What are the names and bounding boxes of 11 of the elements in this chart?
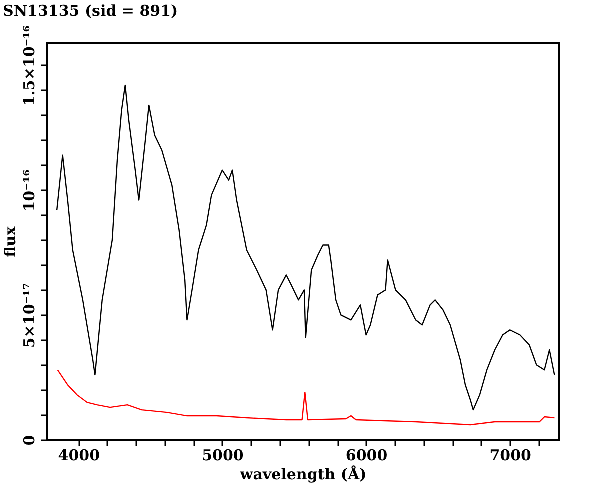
x-tick-label: 6000 <box>346 446 388 464</box>
y-tick-label: 10⁻¹⁶ <box>20 169 38 212</box>
y-tick-label: 0 <box>20 435 38 446</box>
chart-title: SN13135 (sid = 891) <box>3 2 178 20</box>
x-tick-label: 5000 <box>202 446 244 464</box>
y-tick-label: 5×10⁻¹⁷ <box>20 283 38 348</box>
x-tick-label: 4000 <box>58 446 100 464</box>
y-axis-title: flux <box>2 226 20 258</box>
x-tick-label: 7000 <box>490 446 532 464</box>
x-axis-title: wavelength (Å) <box>239 466 367 484</box>
y-tick-label: 1.5×10⁻¹⁶ <box>20 25 38 106</box>
